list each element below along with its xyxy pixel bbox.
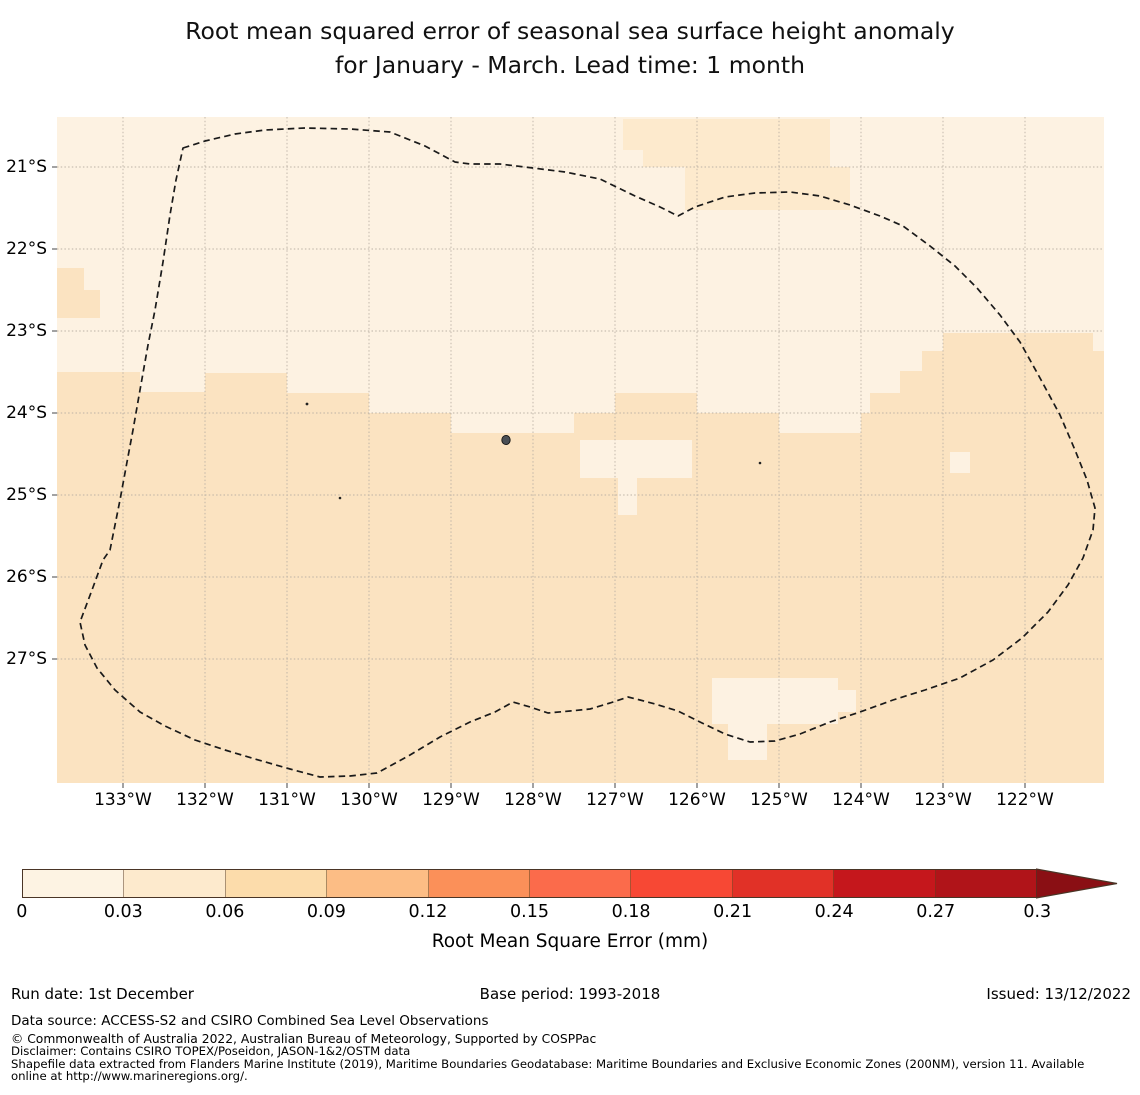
colorbar-tick-label: 0.24	[814, 902, 854, 922]
colorbar-tick-label: 0.27	[916, 902, 956, 922]
longitude-tick-label: 124°W	[832, 790, 890, 810]
colorbar-segment	[327, 870, 429, 897]
island-marker	[501, 434, 511, 446]
colorbar-tick-label: 0.15	[510, 902, 549, 922]
map-patch-topright-1	[623, 119, 830, 167]
island-marker	[338, 496, 342, 500]
longitude-tick-label: 129°W	[422, 790, 480, 810]
eez-boundary-path	[79, 127, 1096, 778]
latitude-tick-label: 21°S	[6, 157, 47, 177]
shapefile-credit-text: Shapefile data extracted from Flanders M…	[11, 1056, 1085, 1084]
axis-ticks	[52, 166, 1026, 788]
map-pocket-low-3	[712, 678, 856, 760]
longitude-tick-label: 132°W	[176, 790, 234, 810]
colorbar-tick-label: 0.3	[1023, 902, 1052, 922]
longitude-axis: 133°W 132°W 131°W 130°W 129°W 128°W 127°W 126°W…	[82, 790, 1066, 810]
longitude-tick-label: 126°W	[668, 790, 726, 810]
colorbar-segment	[225, 870, 328, 897]
latitude-tick-label: 26°S	[6, 567, 47, 587]
colorbar-segment	[732, 870, 835, 897]
longitude-tick-label: 123°W	[914, 790, 972, 810]
island-marker	[758, 461, 762, 465]
longitude-tick-label: 127°W	[586, 790, 644, 810]
longitude-tick-label: 128°W	[504, 790, 562, 810]
colorbar-arrow	[1036, 868, 1118, 899]
colorbar-tick-label: 0	[16, 902, 28, 922]
fine-print: © Commonwealth of Australia 2022, Austra…	[11, 1033, 1121, 1083]
graticule	[57, 117, 1104, 783]
longitude-tick-label: 131°W	[258, 790, 316, 810]
colorbar-tick-label: 0.12	[408, 902, 448, 922]
latitude-tick-label: 22°S	[6, 239, 47, 259]
colorbar-tick-label: 0.06	[205, 902, 245, 922]
map-plot	[52, 117, 1104, 788]
colorbar-label: Root Mean Square Error (mm)	[431, 931, 709, 952]
latitude-tick-label: 24°S	[6, 403, 47, 423]
island-marker	[305, 402, 309, 406]
colorbar-tick-labels: 0 0.03 0.06 0.09 0.12 0.15 0.18 0.21 0.24 0.27 0.3	[0, 902, 1088, 922]
longitude-tick-label: 133°W	[94, 790, 152, 810]
map-patch-west	[57, 268, 100, 318]
colorbar-segment	[124, 870, 226, 897]
base-period-text: Base period: 1993-2018	[479, 985, 661, 1003]
colorbar	[22, 869, 1037, 898]
latitude-axis: 21°S 22°S 23°S 24°S 25°S 26°S 27°S	[0, 126, 47, 700]
colorbar-tick-label: 0.18	[611, 902, 651, 922]
copyright-text: © Commonwealth of Australia 2022, Austra…	[11, 1032, 597, 1046]
longitude-tick-label: 122°W	[996, 790, 1054, 810]
longitude-tick-label: 130°W	[340, 790, 398, 810]
colorbar-segment	[428, 870, 531, 897]
colorbar-tick-label: 0.21	[713, 902, 753, 922]
colorbar-segment	[834, 870, 936, 897]
title-line-2: for January - March. Lead time: 1 month	[335, 51, 805, 79]
colorbar-segment	[935, 870, 1037, 897]
map-pocket-low-1	[580, 440, 692, 515]
issued-date-text: Issued: 13/12/2022	[986, 985, 1131, 1003]
colorbar-arrow-shape	[1036, 868, 1118, 899]
colorbar-segment	[631, 870, 733, 897]
colorbar-segment	[530, 870, 632, 897]
title-line-1: Root mean squared error of seasonal sea …	[185, 17, 955, 45]
map-patch-topright-2	[685, 167, 850, 210]
map-pocket-low-2	[950, 452, 970, 473]
latitude-tick-label: 25°S	[6, 485, 47, 505]
colorbar-tick-label: 0.09	[306, 902, 346, 922]
data-source-text: Data source: ACCESS-S2 and CSIRO Combine…	[11, 1013, 489, 1029]
latitude-tick-label: 27°S	[6, 649, 47, 669]
longitude-tick-label: 125°W	[750, 790, 808, 810]
disclaimer-text: Disclaimer: Contains CSIRO TOPEX/Poseido…	[11, 1044, 411, 1059]
latitude-tick-label: 23°S	[6, 321, 47, 341]
map-region-rmse-003-009	[57, 333, 1104, 783]
run-date-text: Run date: 1st December	[11, 985, 194, 1003]
page-title: Root mean squared error of seasonal sea …	[0, 14, 1140, 82]
colorbar-segment	[23, 870, 125, 897]
colorbar-tick-label: 0.03	[103, 902, 143, 922]
